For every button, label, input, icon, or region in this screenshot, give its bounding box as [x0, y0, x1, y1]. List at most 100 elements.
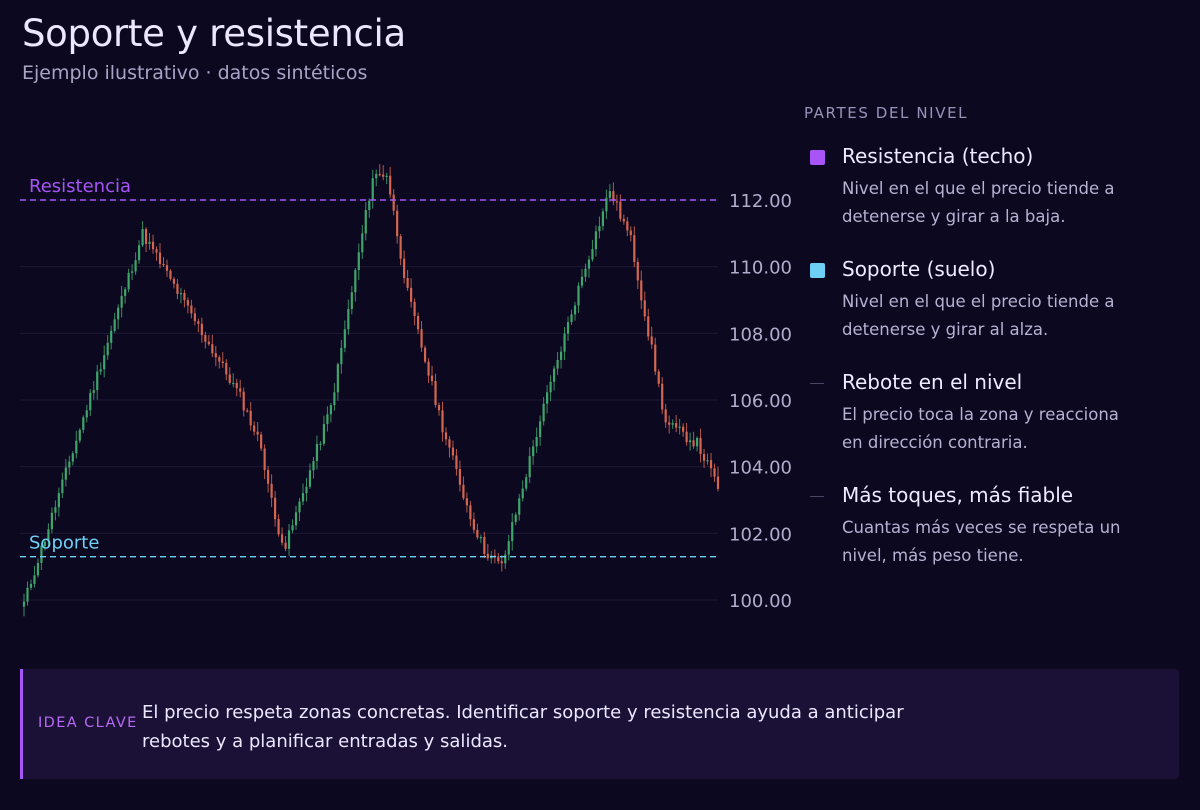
candle-body	[40, 545, 43, 563]
candle-body	[315, 444, 319, 462]
candle-body	[682, 426, 685, 432]
candle-body	[207, 341, 210, 345]
y-tick-label: 110.00	[729, 258, 792, 279]
candle-body	[218, 357, 221, 362]
candle-body	[127, 272, 130, 290]
candle-body	[280, 534, 284, 543]
candle-body	[392, 194, 395, 211]
candle-body	[685, 431, 688, 443]
legend-item-title: Resistencia (techo)	[842, 144, 1034, 168]
candle-body	[716, 476, 720, 489]
candle-body	[239, 388, 242, 392]
y-tick-label: 100.00	[729, 591, 792, 612]
candle-body	[29, 583, 33, 588]
candle-body	[106, 342, 109, 356]
candle-body	[559, 351, 563, 360]
candle-body	[371, 178, 374, 201]
candle-body	[661, 383, 664, 410]
candle-body	[654, 344, 657, 372]
candlestick-chart: 100.00 102.00 104.00 106.00 108.00 110.00 112.…	[20, 164, 792, 617]
candle-body	[451, 447, 455, 456]
candle-body	[131, 271, 134, 273]
candle-body	[689, 440, 692, 443]
candle-body	[542, 403, 545, 422]
candle-body	[580, 276, 584, 286]
candle-body	[636, 261, 639, 281]
candle-body	[253, 425, 256, 432]
candle-body	[532, 446, 535, 457]
candle-body	[601, 211, 605, 227]
candle-body	[469, 505, 472, 520]
candle-body	[148, 241, 151, 245]
candle-body	[462, 484, 465, 499]
candle-body	[514, 514, 517, 523]
candle-body	[416, 316, 420, 330]
candle-body	[486, 553, 489, 559]
candle-body	[546, 392, 549, 404]
candle-body	[406, 277, 409, 288]
candle-body	[500, 561, 503, 564]
candle-body	[437, 405, 441, 411]
candle-body	[155, 249, 158, 253]
candle-body	[702, 454, 706, 461]
candle-body	[343, 329, 346, 348]
candle-body	[176, 283, 179, 294]
candle-body	[573, 305, 577, 315]
candle-body	[50, 512, 53, 530]
candle-body	[626, 221, 629, 231]
y-tick-label: 112.00	[729, 191, 792, 212]
callout-label: IDEA CLAVE	[38, 715, 138, 731]
legend-item-desc: Nivel en el que el precio tiende a deten…	[842, 292, 1115, 339]
candle-body	[169, 270, 172, 279]
candle-body	[448, 439, 451, 448]
candle-body	[162, 263, 165, 266]
candle-body	[521, 488, 524, 499]
legend-item-desc: El precio toca la zona y reacciona en di…	[842, 405, 1119, 452]
candle-body	[375, 174, 378, 179]
candle-body	[204, 335, 207, 342]
candle-body	[378, 174, 381, 176]
support-swatch-icon	[810, 263, 825, 278]
candle-body	[298, 501, 301, 513]
level-label: Soporte	[29, 533, 99, 554]
candle-body	[608, 191, 611, 198]
candle-body	[134, 260, 137, 272]
candle-body	[507, 541, 510, 555]
candle-body	[483, 536, 486, 554]
candle-body	[179, 292, 183, 295]
candle-body	[312, 461, 315, 471]
candle-body	[221, 361, 224, 364]
candle-body	[413, 301, 416, 317]
candle-body	[319, 443, 322, 445]
page-subtitle: Ejemplo ilustrativo · datos sintéticos	[22, 62, 368, 84]
candle-body	[137, 245, 141, 261]
candle-body	[427, 361, 430, 376]
candle-body	[232, 382, 235, 385]
candle-body	[633, 235, 636, 262]
candle-body	[141, 229, 144, 246]
candle-body	[675, 423, 678, 428]
candle-body	[33, 575, 36, 584]
candle-body	[47, 529, 50, 542]
callout-accent-bar	[20, 669, 23, 779]
candle-body	[336, 364, 339, 393]
candle-body	[622, 218, 625, 222]
candle-body	[584, 268, 587, 277]
candle-body	[591, 249, 594, 260]
candle-body	[563, 333, 566, 352]
dash-icon	[810, 496, 824, 497]
candle-body	[183, 292, 186, 301]
resistance-swatch-icon	[810, 150, 825, 165]
candle-body	[549, 381, 552, 393]
y-tick-label: 108.00	[729, 324, 792, 345]
candle-body	[291, 525, 294, 531]
candle-body	[284, 542, 287, 549]
candle-body	[61, 479, 64, 494]
candle-body	[43, 541, 47, 546]
candle-body	[364, 209, 367, 234]
candle-body	[430, 375, 434, 382]
candle-body	[385, 175, 388, 178]
candle-body	[85, 410, 88, 418]
candle-body	[99, 369, 102, 372]
candle-body	[410, 287, 413, 302]
